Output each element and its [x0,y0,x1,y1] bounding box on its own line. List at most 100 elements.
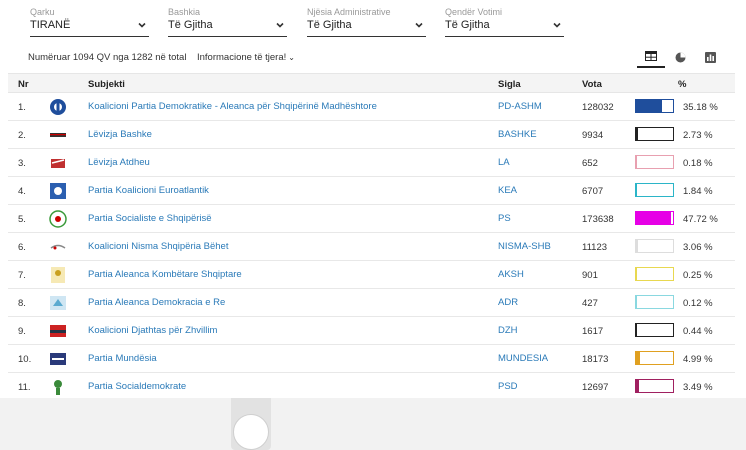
party-acronym: LA [498,157,510,168]
party-logo-icon [51,159,65,168]
party-name-link[interactable]: Koalicioni Nisma Shqipëria Bëhet [88,241,229,252]
party-acronym: KEA [498,185,518,196]
bar-chart-icon [704,51,716,63]
percent-bar-fill [636,100,663,112]
vote-percent: 1.84 % [683,186,713,197]
row-number: 11. [18,382,31,393]
table-row: 2. Lëvizja Bashke BASHKE 9934 2.73 % [8,121,735,149]
vote-count: 427 [582,298,598,309]
vote-percent: 4.99 % [683,354,713,365]
vote-count: 901 [582,270,598,281]
header-vota: Vota [582,79,602,90]
percent-bar [635,323,674,337]
header-subject: Subjekti [88,79,125,90]
more-info-label: Informacione të tjera! [197,52,287,63]
counted-info: Numëruar 1094 QV nga 1282 në total [28,52,187,63]
vote-percent: 35.18 % [683,102,718,113]
vote-count: 9934 [582,130,604,141]
bar-view-button[interactable] [696,46,724,68]
party-logo-icon [54,380,62,395]
pie-view-button[interactable] [666,46,694,68]
qender-votimi-select[interactable]: Qendër Votimi Të Gjitha [445,7,564,37]
percent-bar-fill [636,184,638,196]
percent-bar-fill [636,240,639,252]
percent-bar [635,183,674,197]
table-row: 1. Koalicioni Partia Demokratike - Aleanc… [8,93,735,121]
filter-value: Të Gjitha [445,19,490,31]
percent-bar [635,267,674,281]
party-acronym: PD-ASHM [498,101,542,112]
party-name-link[interactable]: Partia Koalicioni Euroatlantik [88,185,209,196]
row-number: 10. [18,354,32,365]
chevron-down-icon: ⌄ [288,53,295,62]
row-number: 3. [18,158,26,169]
njesia-administrative-select[interactable]: Njësia Administrative Të Gjitha [307,7,426,37]
bashkia-select[interactable]: Bashkia Të Gjitha [168,7,287,37]
table-view-button[interactable] [637,46,665,68]
party-name-link[interactable]: Partia Aleanca Demokracia e Re [88,297,226,308]
percent-bar-fill [636,212,672,224]
filter-value: TIRANË [30,19,71,31]
vote-count: 18173 [582,354,609,365]
loading-spinner-icon [233,414,269,450]
table-row: 3. Lëvizja Atdheu LA 652 0.18 % [8,149,735,177]
filter-bar: Qarku TIRANË Bashkia Të Gjitha Njësia Ad… [0,7,746,39]
qarku-select[interactable]: Qarku TIRANË [30,7,149,37]
row-number: 6. [18,242,26,253]
percent-bar [635,351,674,365]
party-name-link[interactable]: Partia Aleanca Kombëtare Shqiptare [88,269,242,280]
results-panel: Qarku TIRANË Bashkia Të Gjitha Njësia Ad… [0,0,746,398]
party-acronym: MUNDESIA [498,353,549,364]
chevron-down-icon [415,22,423,28]
table-header: Nr Subjekti Sigla Vota % [8,73,735,93]
header-sigla: Sigla [498,79,521,90]
table-row: 4. Partia Koalicioni Euroatlantik KEA 6707 1… [8,177,735,205]
vote-count: 6707 [582,186,604,197]
row-number: 9. [18,326,26,337]
percent-bar-fill [636,128,639,140]
chevron-down-icon [276,22,284,28]
vote-percent: 0.12 % [683,298,713,309]
party-name-link[interactable]: Lëvizja Atdheu [88,157,150,168]
vote-count: 1617 [582,326,604,337]
row-number: 4. [18,186,26,197]
vote-percent: 0.44 % [683,326,713,337]
party-name-link[interactable]: Partia Socialiste e Shqipërisë [88,213,212,224]
party-logo-icon [49,210,67,228]
party-logo-icon [50,183,66,199]
party-logo-icon [50,244,66,250]
row-number: 7. [18,270,26,281]
party-logo-icon [50,353,66,365]
scroll-loader [231,398,271,450]
filter-value: Të Gjitha [168,19,213,31]
chevron-down-icon [138,22,146,28]
table-row: 7. Partia Aleanca Kombëtare Shqiptare AKSH… [8,261,735,289]
vote-percent: 0.25 % [683,270,713,281]
party-acronym: PS [498,213,511,224]
vote-percent: 0.18 % [683,158,713,169]
party-name-link[interactable]: Lëvizja Bashke [88,129,152,140]
party-acronym: ADR [498,297,519,308]
vote-count: 173638 [582,214,614,225]
party-logo-icon [50,325,66,337]
table-row: 8. Partia Aleanca Demokracia e Re ADR 427 0.… [8,289,735,317]
party-acronym: NISMA-SHB [498,241,551,252]
filter-value: Të Gjitha [307,19,352,31]
vote-percent: 47.72 % [683,214,718,225]
vote-count: 12697 [582,382,609,393]
header-percent: % [678,79,687,90]
party-name-link[interactable]: Koalicioni Djathtas për Zhvillim [88,325,218,336]
percent-bar [635,295,674,309]
table-row: 11. Partia Socialdemokrate PSD 12697 3.49 % [8,373,735,398]
vote-count: 652 [582,158,598,169]
table-row: 9. Koalicioni Djathtas për Zhvillim DZH 161… [8,317,735,345]
party-name-link[interactable]: Partia Mundësia [88,353,157,364]
row-number: 1. [18,102,26,113]
vote-count: 11123 [582,242,608,253]
party-name-link[interactable]: Partia Socialdemokrate [88,381,187,392]
vote-percent: 3.06 % [683,242,713,253]
party-name-link[interactable]: Koalicioni Partia Demokratike - Aleanca … [88,101,377,112]
percent-bar [635,127,674,141]
more-info-toggle[interactable]: Informacione të tjera! ⌄ [197,52,295,63]
party-logo-icon [51,267,65,283]
